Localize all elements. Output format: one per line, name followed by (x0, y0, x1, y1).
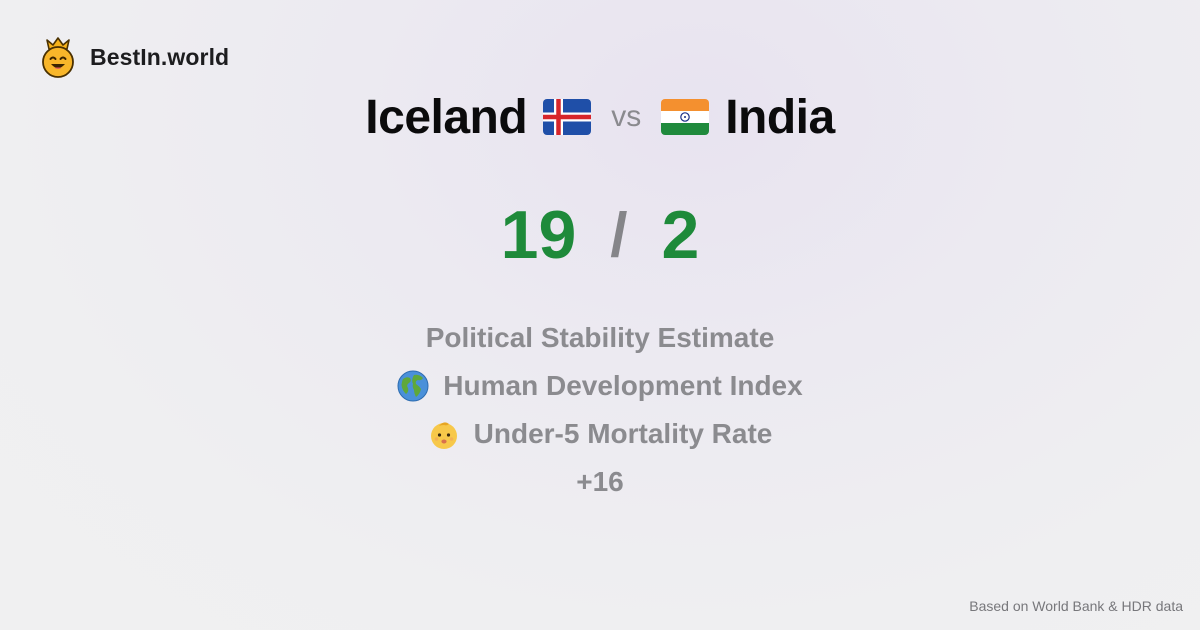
left-score: 19 (500, 197, 577, 273)
score-display: 19 / 2 (0, 195, 1200, 275)
globe-icon (397, 370, 429, 402)
metric-item: Political Stability Estimate (426, 314, 775, 362)
metric-label: Human Development Index (443, 370, 803, 401)
crowned-smiley-icon (42, 37, 74, 78)
metric-label: Political Stability Estimate (425, 322, 775, 353)
metric-item: Under-5 Mortality Rate (428, 410, 773, 458)
right-score: 2 (661, 197, 700, 273)
more-metrics-count: +16 (576, 466, 624, 497)
india-flag-icon (661, 99, 710, 135)
metric-item: Human Development Index (397, 362, 803, 410)
iceland-flag-icon (543, 99, 592, 135)
brand-name: BestIn.world (90, 43, 230, 70)
metrics-list: Political Stability Estimate Human Devel… (0, 314, 1200, 506)
metric-label: Under-5 Mortality Rate (473, 418, 773, 449)
left-country-name: Iceland (365, 90, 528, 144)
brand-logo[interactable]: BestIn.world (40, 36, 229, 78)
right-country-name: India (725, 90, 835, 144)
data-source-note: Based on World Bank & HDR data (969, 598, 1183, 614)
baby-icon (430, 422, 457, 449)
vs-label: vs (611, 100, 642, 133)
score-separator: / (610, 200, 628, 270)
comparison-title: Iceland vs India (0, 84, 1200, 150)
